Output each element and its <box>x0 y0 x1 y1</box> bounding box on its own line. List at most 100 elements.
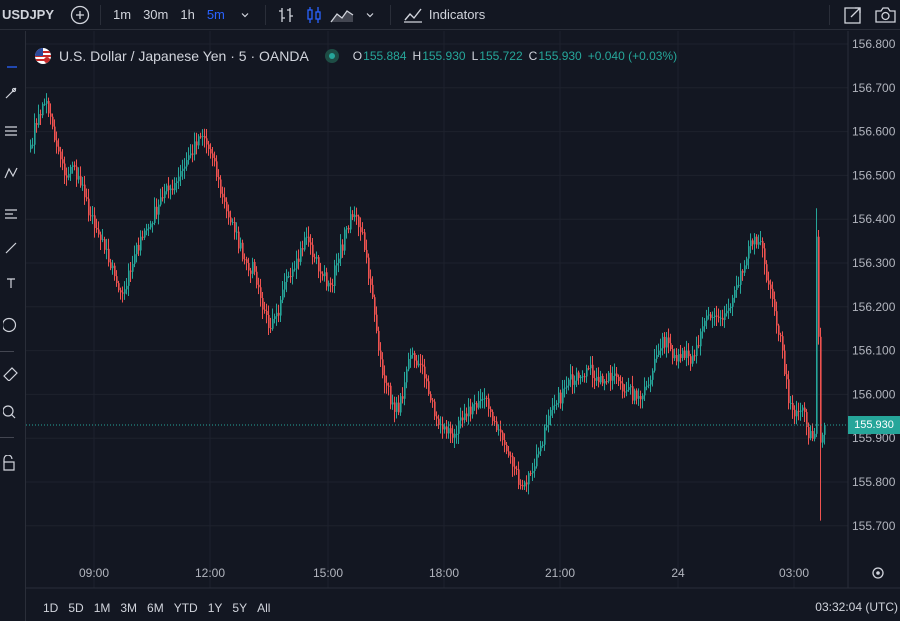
candle-body <box>462 417 464 421</box>
candle-body <box>760 241 762 243</box>
prediction-icon[interactable] <box>0 201 22 225</box>
candle-body <box>312 244 314 258</box>
candle-body <box>132 263 134 272</box>
candle-body <box>398 402 400 413</box>
candle-body <box>554 404 556 406</box>
fib-retracement-icon[interactable] <box>0 119 22 143</box>
candle-body <box>88 198 90 216</box>
market-status-icon[interactable] <box>324 49 339 63</box>
crosshair-icon[interactable] <box>0 51 22 75</box>
range-1m[interactable]: 1M <box>93 600 111 615</box>
chevron-down-icon[interactable] <box>231 0 259 30</box>
candle-body <box>594 378 596 381</box>
open-new-window-icon[interactable] <box>836 0 870 30</box>
candle-body <box>84 184 86 198</box>
time-axis: 09:00 12:00 15:00 18:00 21:00 24 03:00 <box>79 566 809 580</box>
candle-body <box>476 403 478 408</box>
range-1y[interactable]: 1Y <box>207 600 223 615</box>
candle-body <box>346 227 348 230</box>
lock-icon[interactable] <box>0 451 22 475</box>
pattern-icon[interactable] <box>0 161 22 185</box>
camera-icon[interactable] <box>870 0 900 30</box>
candle-body <box>70 166 72 174</box>
candle-body <box>254 261 256 272</box>
candle-body <box>318 257 320 272</box>
candle-body <box>258 284 260 288</box>
candle-body <box>762 241 764 249</box>
price-axis: 156.800 156.700 156.600 156.500 156.400 156.3… <box>852 37 896 533</box>
candle-body <box>496 421 498 431</box>
candle-body <box>426 378 428 382</box>
candle-body <box>592 364 594 379</box>
candle-body <box>114 265 116 277</box>
instrument-title[interactable]: U.S. Dollar / Japanese Yen · 5 · OANDA <box>59 48 309 64</box>
candle-body <box>618 376 620 382</box>
candle-body <box>446 426 448 434</box>
zoom-in-icon[interactable] <box>0 401 22 425</box>
candle-body <box>168 185 170 191</box>
low-label: L <box>471 49 479 63</box>
candle-body <box>204 135 206 139</box>
candle-body <box>138 244 140 251</box>
candle-body <box>334 265 336 286</box>
candle-body <box>42 103 44 116</box>
candle-body <box>120 290 122 293</box>
candle-body <box>250 270 252 274</box>
candle-body <box>268 315 270 329</box>
candle-body <box>574 380 576 385</box>
range-ytd[interactable]: YTD <box>173 600 198 615</box>
candle-body <box>112 265 114 269</box>
interval-1h[interactable]: 1h <box>180 6 195 22</box>
candle-body <box>818 236 820 337</box>
interval-5m[interactable]: 5m <box>206 6 225 22</box>
chevron-down-icon[interactable] <box>356 0 384 30</box>
candle-body <box>726 310 728 314</box>
candle-body <box>676 354 678 362</box>
range-1d[interactable]: 1D <box>43 600 59 615</box>
ruler-icon[interactable] <box>0 361 22 385</box>
candle-body <box>428 381 430 395</box>
range-5y[interactable]: 5Y <box>232 600 248 615</box>
candle-body <box>600 375 602 383</box>
interval-1m[interactable]: 1m <box>113 6 132 22</box>
candle-body <box>434 401 436 417</box>
clock-utc[interactable]: 03:32:04 (UTC) <box>815 600 898 614</box>
candle-body <box>352 214 354 218</box>
compare-add-icon[interactable] <box>66 0 94 30</box>
candle-body <box>604 381 606 384</box>
text-icon[interactable] <box>0 271 22 295</box>
candle-body <box>546 425 548 428</box>
symbol-search[interactable]: USDJPY <box>2 7 55 22</box>
price-chart[interactable]: 156.800 156.700 156.600 156.500 156.400 156.3… <box>26 31 900 621</box>
candle-body <box>688 350 690 357</box>
candle-body <box>668 337 670 344</box>
candle-body <box>368 257 370 279</box>
candle-body <box>372 284 374 298</box>
area-chart-type-icon[interactable] <box>328 0 356 30</box>
candle-body <box>510 455 512 457</box>
candle-body <box>636 390 638 399</box>
candle-body <box>704 320 706 327</box>
bars-chart-type-icon[interactable] <box>272 0 300 30</box>
range-5d[interactable]: 5D <box>68 600 84 615</box>
candle-body <box>326 272 328 287</box>
toolbar-divider <box>100 4 101 25</box>
range-3m[interactable]: 3M <box>120 600 138 615</box>
candle-body <box>452 433 454 438</box>
candle-body <box>474 403 476 405</box>
range-6m[interactable]: 6M <box>147 600 164 615</box>
range-all[interactable]: All <box>257 600 271 615</box>
candle-body <box>508 451 510 456</box>
candle-body <box>536 454 538 467</box>
candle-body <box>316 257 318 259</box>
candle-body <box>226 201 228 212</box>
interval-30m[interactable]: 30m <box>143 6 169 22</box>
indicators-button[interactable]: Indicators <box>397 6 491 24</box>
candle-body <box>416 360 418 366</box>
trend-line-icon[interactable] <box>0 81 22 105</box>
brush-icon[interactable] <box>0 236 22 260</box>
candles-chart-type-icon[interactable] <box>300 0 328 30</box>
emoji-icon[interactable] <box>0 313 22 337</box>
candle-body <box>590 364 592 369</box>
candle-body <box>542 444 544 446</box>
